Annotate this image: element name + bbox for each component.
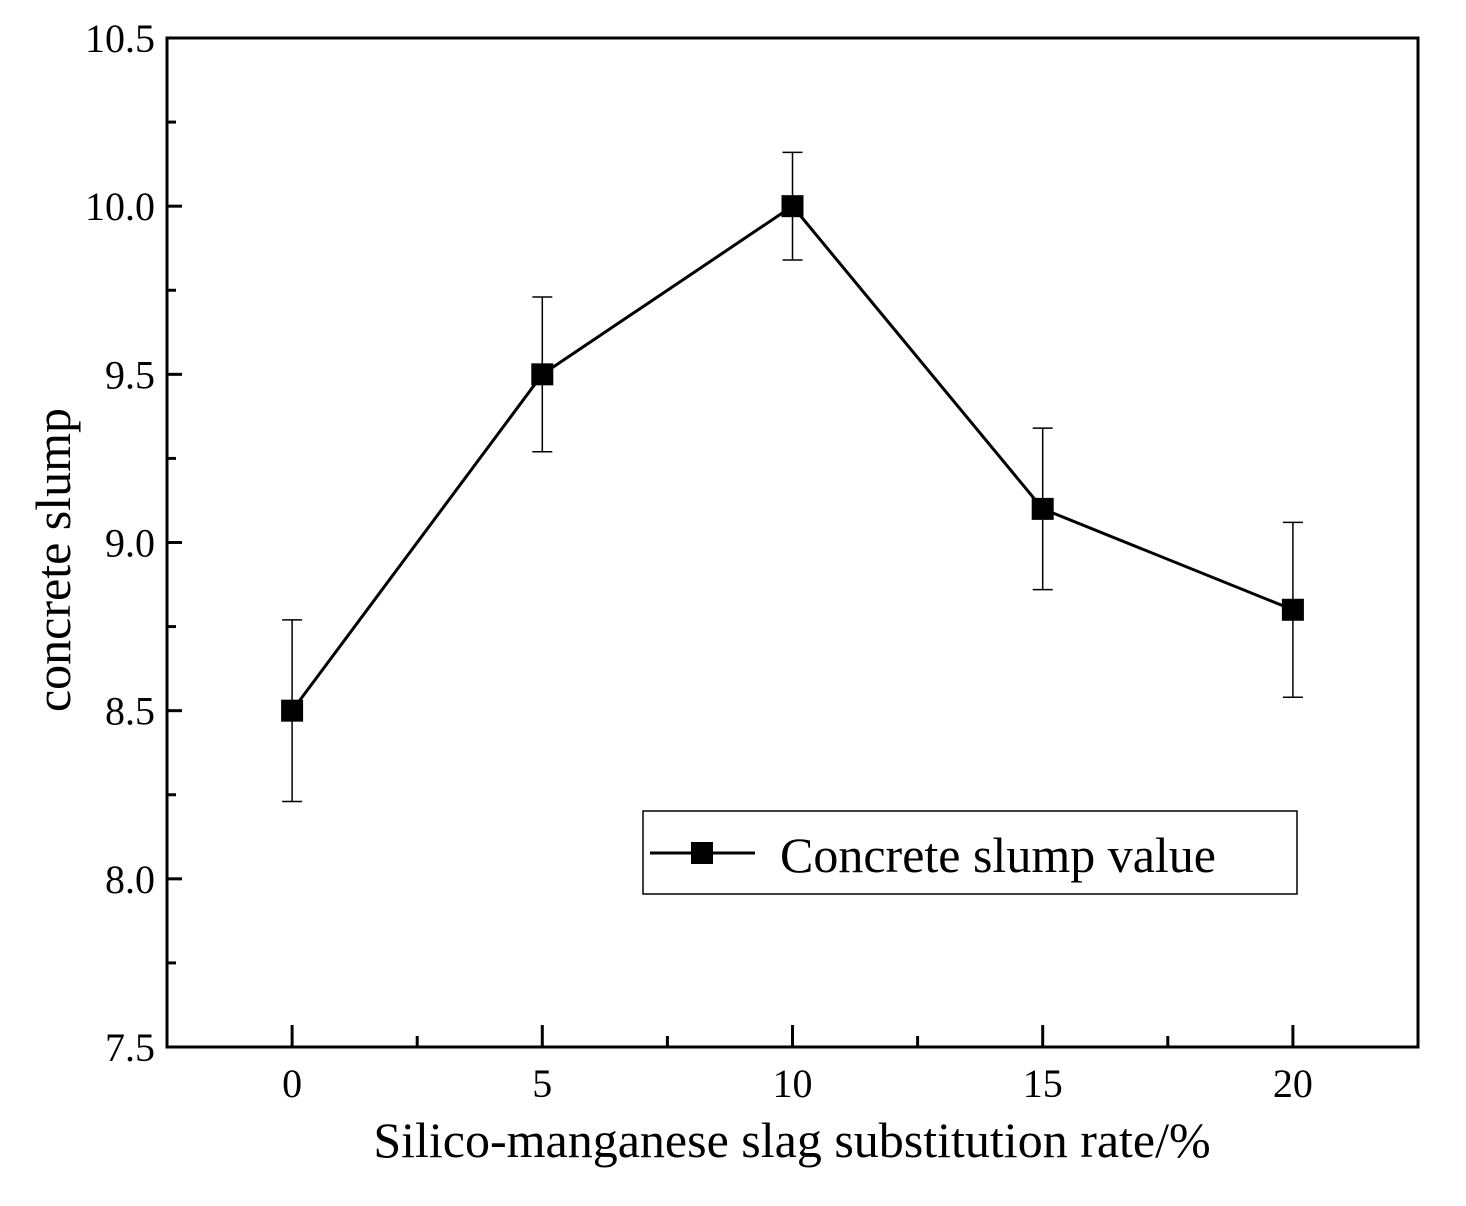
data-point-marker — [1281, 598, 1304, 621]
y-tick-label: 8.5 — [105, 689, 155, 734]
x-tick-label: 20 — [1273, 1061, 1313, 1106]
legend: Concrete slump value — [642, 810, 1298, 895]
x-tick-label: 5 — [532, 1061, 552, 1106]
y-tick-label: 10.5 — [85, 16, 155, 61]
legend-marker — [691, 842, 713, 864]
x-tick-label: 0 — [282, 1061, 302, 1106]
data-point-marker — [281, 699, 304, 722]
y-tick-label: 9.0 — [105, 521, 155, 566]
data-point-marker — [531, 363, 554, 386]
series-line — [290, 204, 1294, 712]
legend-label: Concrete slump value — [780, 827, 1216, 883]
y-axis-title: concrete slump — [25, 408, 81, 712]
y-tick-label: 8.0 — [105, 857, 155, 902]
x-axis-ticks: 0 5 10 15 20 — [282, 1025, 1313, 1106]
x-axis-title: Silico-manganese slag substitution rate/… — [373, 1112, 1210, 1168]
y-tick-label: 9.5 — [105, 352, 155, 397]
y-tick-label: 10.0 — [85, 184, 155, 229]
data-point-marker — [781, 195, 804, 218]
x-tick-label: 10 — [773, 1061, 813, 1106]
series-layer — [281, 151, 1304, 803]
y-axis-ticks: 7.5 8.0 8.5 9.0 9.5 10.0 10.5 — [85, 16, 182, 1070]
data-point-marker — [1031, 497, 1054, 520]
y-tick-label: 7.5 — [105, 1025, 155, 1070]
x-tick-label: 15 — [1023, 1061, 1063, 1106]
